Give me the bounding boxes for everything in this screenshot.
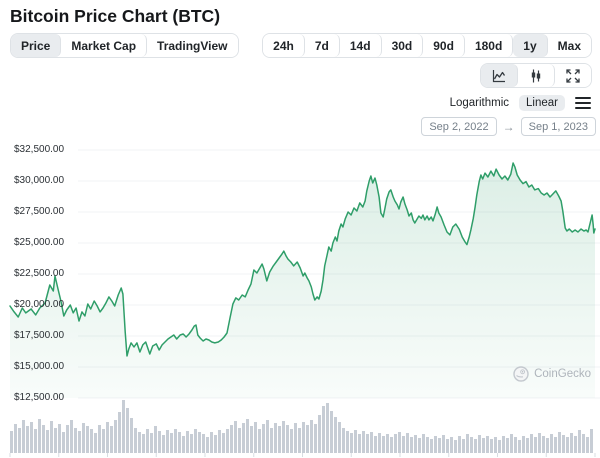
chart-type-toolbar bbox=[480, 63, 592, 88]
range-30d[interactable]: 30d bbox=[381, 34, 424, 57]
page-title: Bitcoin Price Chart (BTC) bbox=[10, 6, 221, 26]
price-line bbox=[9, 162, 596, 357]
range-14d[interactable]: 14d bbox=[339, 34, 382, 57]
tab-price[interactable]: Price bbox=[11, 34, 62, 57]
range-180d[interactable]: 180d bbox=[464, 34, 514, 57]
time-range-selector: 24h 7d 14d 30d 90d 180d 1y Max bbox=[262, 33, 592, 58]
line-chart-button[interactable] bbox=[481, 64, 518, 87]
range-max[interactable]: Max bbox=[547, 34, 591, 57]
price-area bbox=[10, 163, 595, 398]
date-from-input[interactable]: Sep 2, 2022 bbox=[421, 117, 497, 136]
menu-icon[interactable] bbox=[575, 96, 591, 110]
scale-toolbar: Logarithmic Linear bbox=[450, 95, 591, 111]
x-axis-ticks bbox=[9, 453, 596, 457]
fullscreen-icon bbox=[566, 68, 580, 83]
range-24h[interactable]: 24h bbox=[263, 34, 305, 57]
date-to-input[interactable]: Sep 1, 2023 bbox=[520, 117, 596, 136]
arrow-right-icon: → bbox=[502, 119, 515, 134]
range-1y[interactable]: 1y bbox=[513, 34, 548, 57]
line-chart-icon bbox=[492, 69, 506, 82]
volume-bars bbox=[10, 400, 593, 453]
metric-tabs: Price Market Cap TradingView bbox=[10, 33, 239, 58]
watermark-label: CoinGecko bbox=[534, 368, 591, 380]
chart-canvas[interactable] bbox=[0, 140, 600, 458]
date-range-row: Sep 2, 2022 → Sep 1, 2023 bbox=[421, 117, 596, 136]
candlestick-button[interactable] bbox=[518, 64, 555, 87]
scale-option-logarithmic[interactable]: Logarithmic bbox=[449, 97, 510, 109]
coingecko-watermark: CoinGecko bbox=[513, 366, 591, 382]
tab-market-cap[interactable]: Market Cap bbox=[61, 34, 148, 57]
scale-option-linear[interactable]: Linear bbox=[519, 95, 565, 111]
price-chart[interactable]: $32,500.00 $30,000.00 $27,500.00 $25,000… bbox=[0, 140, 600, 458]
tab-tradingview[interactable]: TradingView bbox=[147, 34, 238, 57]
chart-type-selector bbox=[480, 63, 592, 88]
fullscreen-button[interactable] bbox=[555, 64, 591, 87]
coingecko-logo-icon bbox=[513, 366, 529, 382]
range-90d[interactable]: 90d bbox=[423, 34, 465, 57]
candlestick-icon bbox=[531, 69, 541, 82]
range-7d[interactable]: 7d bbox=[304, 34, 340, 57]
controls-row-top: Price Market Cap TradingView 24h 7d 14d … bbox=[10, 33, 592, 58]
